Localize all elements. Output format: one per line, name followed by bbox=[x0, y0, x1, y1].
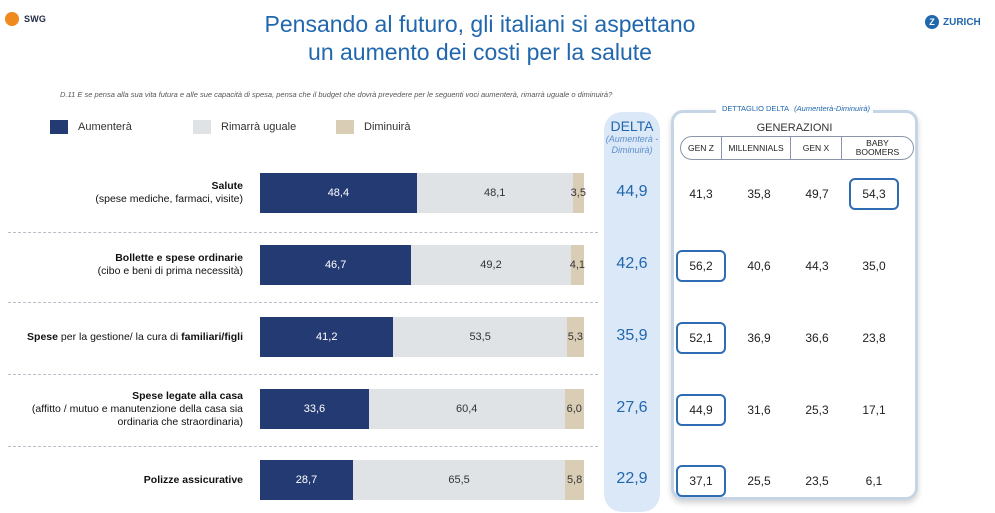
category-label-main: Spese legate alla casa bbox=[32, 390, 243, 403]
bar-segment-decrease: 5,3 bbox=[566, 317, 584, 357]
bar-segment-same: 65,5 bbox=[352, 460, 566, 500]
generation-value: 36,6 bbox=[805, 331, 829, 345]
legend-label-decrease: Diminuirà bbox=[364, 121, 411, 133]
delta-column-background bbox=[604, 112, 660, 512]
delta-header: DELTA (Aumenterà - Diminuirà) bbox=[595, 118, 669, 156]
gen-col-boomers: BABY BOOMERS bbox=[855, 138, 900, 157]
generation-value: 23,8 bbox=[862, 331, 886, 345]
legend-swatch-same bbox=[193, 120, 211, 134]
survey-question: D.11 E se pensa alla sua vita futura e a… bbox=[60, 90, 613, 99]
zurich-logo-icon: Z bbox=[925, 15, 939, 29]
swg-logo-icon bbox=[5, 12, 19, 26]
generation-value: 41,3 bbox=[689, 187, 713, 201]
generation-value: 40,6 bbox=[747, 259, 771, 273]
swg-logo: SWG bbox=[5, 12, 46, 26]
category-label: Salute (spese mediche, farmaci, visite) bbox=[95, 180, 243, 206]
generation-value: 49,7 bbox=[805, 187, 829, 201]
category-label-bold: familiari/figli bbox=[181, 330, 243, 343]
row-separator bbox=[8, 302, 598, 303]
delta-title: DELTA bbox=[610, 118, 654, 134]
delta-value: 22,9 bbox=[616, 470, 648, 487]
swg-logo-text: SWG bbox=[24, 14, 47, 24]
gen-col-millennials: MILLENNIALS bbox=[722, 137, 791, 159]
bar-segment-decrease: 3,5 bbox=[571, 173, 586, 213]
generation-value: 36,9 bbox=[747, 331, 771, 345]
category-label-sub: ordinaria che straordinaria) bbox=[117, 415, 243, 428]
generation-value: 25,3 bbox=[805, 403, 829, 417]
generation-value: 35,8 bbox=[747, 187, 771, 201]
category-label-bold: Bollette e spese ordinarie bbox=[115, 252, 243, 264]
legend-swatch-decrease bbox=[336, 120, 354, 134]
category-label-main: Spese per la gestione/ la cura di famili… bbox=[27, 331, 243, 344]
bar-segment-decrease: 5,8 bbox=[565, 460, 584, 500]
category-label-bold: Spese bbox=[27, 330, 58, 343]
category-label-sub: (cibo e beni di prima necessità) bbox=[97, 265, 243, 277]
legend-swatch-increase bbox=[50, 120, 68, 134]
title-line-2: un aumento dei costi per la salute bbox=[308, 39, 652, 65]
bar-segment-decrease: 6,0 bbox=[564, 389, 584, 429]
category-label-sub: (spese mediche, farmaci, visite) bbox=[95, 193, 243, 205]
bar-segment-increase: 46,7 bbox=[260, 245, 412, 285]
category-label-bold: Salute bbox=[211, 180, 243, 192]
delta-value: 42,6 bbox=[616, 255, 648, 272]
bar-segment-decrease: 4,1 bbox=[570, 245, 585, 285]
page-title: Pensando al futuro, gli italiani si aspe… bbox=[150, 10, 810, 66]
category-label-bold: Spese legate alla casa bbox=[132, 389, 243, 402]
generation-value: 54,3 bbox=[849, 178, 899, 210]
bar-segment-increase: 48,4 bbox=[260, 173, 417, 213]
legend-same: Rimarrà uguale bbox=[193, 120, 296, 134]
generation-value: 31,6 bbox=[747, 403, 771, 417]
generation-value: 35,0 bbox=[862, 259, 886, 273]
category-label: Spese per la gestione/ la cura di famili… bbox=[27, 331, 243, 344]
delta-subtitle-1: (Aumenterà - bbox=[605, 134, 659, 144]
generation-value: 56,2 bbox=[676, 250, 726, 282]
legend-label-increase: Aumenterà bbox=[78, 121, 132, 133]
detail-label: DETTAGLIO DELTA (Aumenterà-Diminuirà) bbox=[671, 104, 918, 113]
gen-col-genz: GEN Z bbox=[681, 137, 722, 159]
bar-segment-same: 48,1 bbox=[416, 173, 573, 213]
generation-value: 52,1 bbox=[676, 322, 726, 354]
generation-value: 37,1 bbox=[676, 465, 726, 497]
category-label-main: Polizze assicurative bbox=[144, 474, 243, 487]
delta-value: 35,9 bbox=[616, 327, 648, 344]
generation-value: 44,9 bbox=[676, 394, 726, 426]
generations-header: GEN Z MILLENNIALS GEN X BABY BOOMERS bbox=[680, 136, 914, 160]
category-label-sub: (affitto / mutuo e manutenzione della ca… bbox=[31, 402, 243, 415]
row-separator bbox=[8, 374, 598, 375]
category-label-text: per la gestione/ la cura di bbox=[57, 330, 182, 343]
delta-value: 27,6 bbox=[616, 399, 648, 416]
detail-label-title: DETTAGLIO DELTA bbox=[718, 104, 793, 113]
row-separator bbox=[8, 232, 598, 233]
category-label: Bollette e spese ordinarie (cibo e beni d… bbox=[98, 252, 243, 278]
legend-label-same: Rimarrà uguale bbox=[221, 121, 297, 133]
legend-increase: Aumenterà bbox=[50, 120, 132, 134]
zurich-logo-text: ZURICH bbox=[943, 16, 981, 28]
row-separator bbox=[8, 446, 598, 447]
zurich-logo: Z ZURICH bbox=[925, 15, 981, 29]
generation-value: 23,5 bbox=[805, 474, 829, 488]
generation-value: 6,1 bbox=[865, 474, 883, 488]
bar-segment-increase: 41,2 bbox=[260, 317, 394, 357]
bar-segment-same: 60,4 bbox=[368, 389, 565, 429]
category-label: Polizze assicurative bbox=[144, 474, 243, 487]
legend-decrease: Diminuirà bbox=[336, 120, 410, 134]
generations-title: GENERAZIONI bbox=[756, 122, 833, 134]
bar-segment-same: 49,2 bbox=[411, 245, 571, 285]
delta-value: 44,9 bbox=[616, 183, 648, 200]
generations-panel bbox=[671, 110, 918, 500]
category-label-main: Bollette e spese ordinarie bbox=[98, 252, 243, 265]
detail-label-note: (Aumenterà-Diminuirà) bbox=[794, 104, 871, 113]
generation-value: 17,1 bbox=[862, 403, 886, 417]
category-label-bold: Polizze assicurative bbox=[143, 473, 243, 486]
gen-col-genx: GEN X bbox=[791, 137, 842, 159]
bar-segment-same: 53,5 bbox=[393, 317, 567, 357]
generation-value: 44,3 bbox=[805, 259, 829, 273]
bar-segment-increase: 28,7 bbox=[260, 460, 353, 500]
bar-segment-increase: 33,6 bbox=[260, 389, 369, 429]
generation-value: 25,5 bbox=[747, 474, 771, 488]
title-line-1: Pensando al futuro, gli italiani si aspe… bbox=[264, 11, 696, 37]
category-label: Spese legate alla casa (affitto / mutuo e… bbox=[32, 390, 243, 429]
delta-subtitle-2: Diminuirà) bbox=[611, 145, 653, 155]
category-label-main: Salute bbox=[95, 180, 243, 193]
